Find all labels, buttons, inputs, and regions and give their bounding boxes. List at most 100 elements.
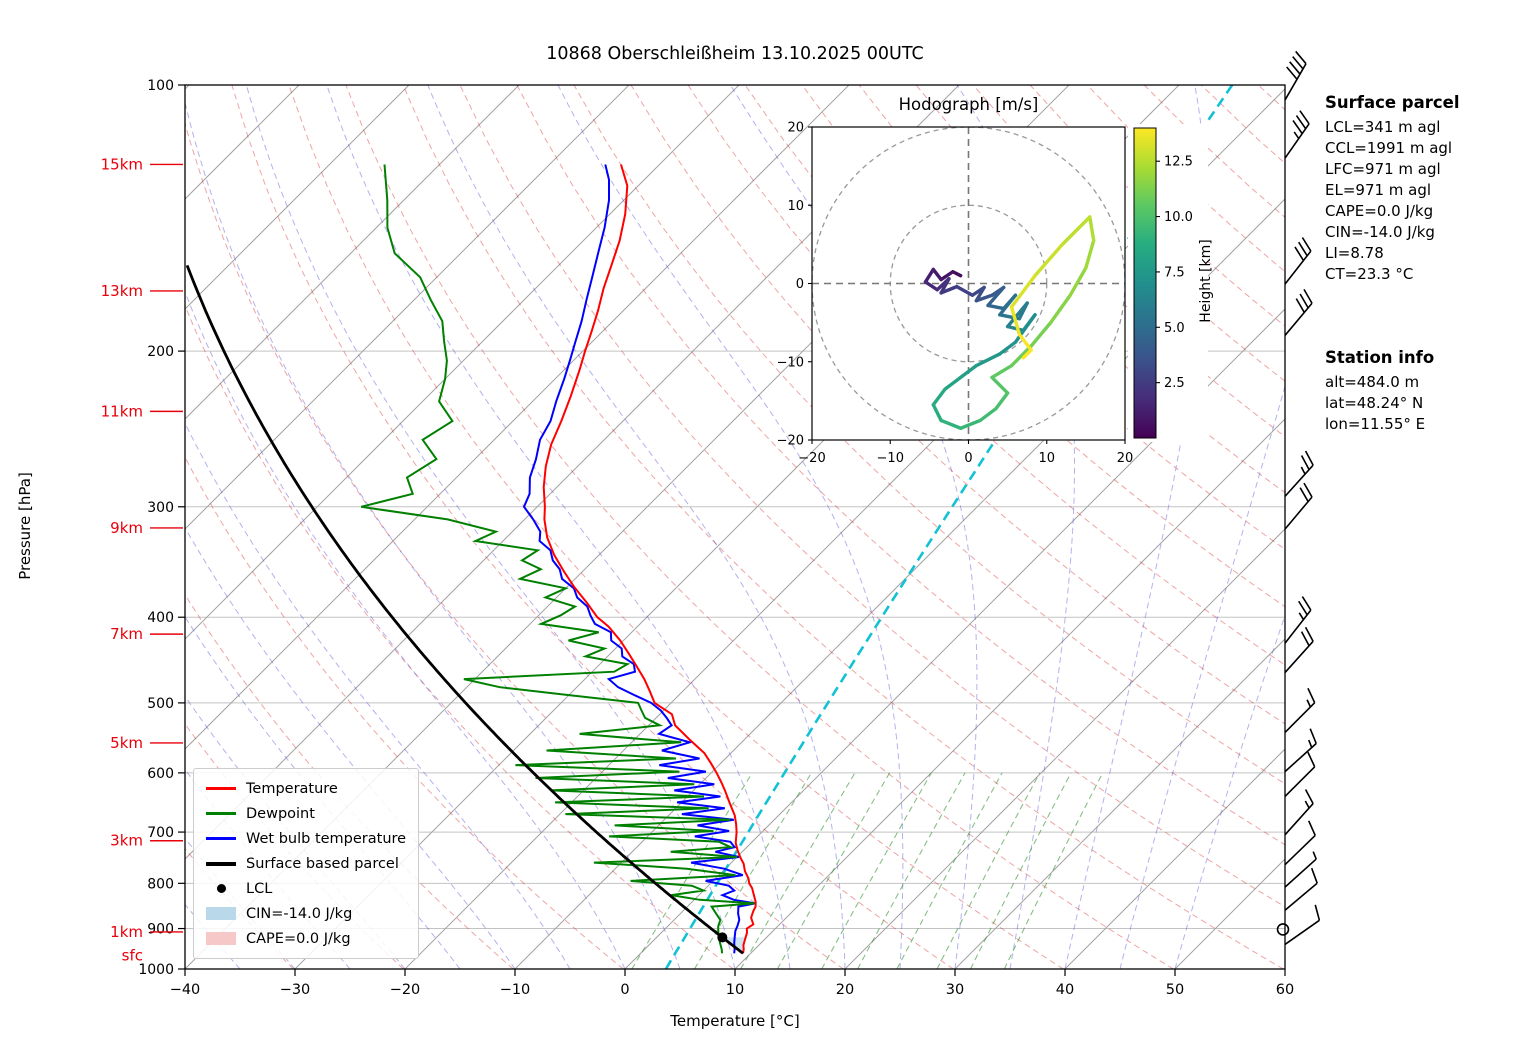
- pressure-tick-label: 600: [147, 766, 174, 782]
- moist-adiabat-line: [427, 85, 846, 969]
- pressure-tick-label: 400: [147, 610, 174, 626]
- dry-adiabat-line: [185, 120, 844, 969]
- y-axis-label: Pressure [hPa]: [16, 472, 34, 580]
- temperature-tick-label: 50: [1166, 982, 1184, 998]
- parcel-curve: [185, 264, 744, 955]
- wind-barb-staff: [1284, 464, 1314, 497]
- temperature-tick-label: −20: [390, 982, 421, 998]
- hodograph-trace-segment: [990, 375, 1010, 395]
- lcl-marker: [717, 932, 728, 943]
- mixing-ratio-line: [857, 772, 966, 969]
- moist-adiabat-line: [185, 421, 571, 969]
- mixing-ratio-line: [776, 772, 891, 969]
- km-tick-label: 3km: [110, 832, 143, 850]
- hodograph-trace-segment: [1021, 348, 1033, 360]
- wind-barb-feather: [1292, 120, 1303, 135]
- wind-barb-feather: [1298, 600, 1308, 616]
- hodograph-trace-segment: [939, 284, 959, 295]
- hodograph-trace-segment: [923, 267, 935, 284]
- moist-adiabat-line: [185, 290, 626, 969]
- hodograph-trace-segment: [998, 340, 1018, 356]
- station-info-heading: Station info: [1325, 348, 1435, 367]
- mixing-ratio-line: [694, 772, 812, 969]
- pressure-tick-label: 900: [147, 922, 174, 938]
- hodograph-trace-segment: [994, 391, 1010, 411]
- km-tick-label: sfc: [122, 946, 143, 964]
- hodograph-trace-segment: [1084, 238, 1096, 270]
- hodograph-trace-segment: [1068, 266, 1088, 297]
- hodograph-trace-segment: [943, 375, 963, 391]
- wind-barb-feather: [1300, 455, 1310, 471]
- height-colorbar: [1133, 127, 1157, 439]
- temperature-tick-label: 60: [1276, 982, 1294, 998]
- hodograph-y-tick-label: −10: [777, 355, 804, 370]
- surface-parcel-panel: Surface parcel LCL=341 m agl CCL=1991 m …: [1325, 92, 1515, 285]
- km-tick-label: 5km: [110, 734, 143, 752]
- hodograph-trace-segment: [931, 403, 943, 423]
- hodograph-trace-segment: [998, 293, 1018, 317]
- legend-item-6: CAPE=0.0 J/kg: [206, 926, 406, 951]
- temperature-tick-label: 40: [1056, 982, 1074, 998]
- wind-barb-staff: [1284, 834, 1316, 866]
- legend-item-1: Dewpoint: [206, 801, 406, 826]
- wind-barb-feather: [1301, 237, 1312, 252]
- station-line-lon: lon=11.55° E: [1325, 415, 1426, 433]
- mixing-ratio-line: [740, 772, 856, 969]
- hodograph-trace-segment: [974, 352, 1002, 368]
- wind-barb-staff: [1284, 250, 1312, 285]
- wind-barb-feather: [1295, 50, 1307, 65]
- wind-barb-half-feather: [1304, 800, 1310, 809]
- mixing-ratio-line: [1003, 772, 1104, 969]
- pressure-tick-label: 1000: [138, 962, 174, 978]
- parcel-line-cape: CAPE=0.0 J/kg: [1325, 202, 1434, 220]
- legend-label: CAPE=0.0 J/kg: [246, 930, 351, 947]
- calm-wind-marker: [1276, 923, 1290, 936]
- hodograph-trace-segment: [955, 284, 975, 297]
- colorbar-tick-label: 12.5: [1164, 155, 1193, 170]
- mixing-ratio-line: [631, 772, 753, 969]
- wind-barb-staff: [1284, 302, 1313, 336]
- parcel-line-li: LI=8.78: [1325, 244, 1384, 262]
- hodograph-trace-segment: [939, 418, 963, 430]
- dry-adiabat-line: [402, 85, 1284, 969]
- dry-adiabat-line: [231, 85, 954, 969]
- legend-item-3: Surface based parcel: [206, 851, 406, 876]
- dry-adiabat-line: [185, 304, 734, 969]
- hodograph-trace-segment: [1013, 313, 1037, 344]
- moist-adiabat-line: [326, 85, 791, 969]
- wind-barb-feather: [1301, 596, 1312, 611]
- station-info-panel: Station info alt=484.0 m lat=48.24° N lo…: [1325, 347, 1515, 435]
- legend-item-2: Wet bulb temperature: [206, 826, 406, 851]
- wind-barb-feather: [1295, 115, 1307, 130]
- hodograph-x-tick-label: 10: [1038, 451, 1055, 466]
- mixing-ratio-line: [821, 772, 932, 969]
- page-title: 10868 Oberschleißheim 13.10.2025 00UTC: [546, 44, 924, 64]
- hodograph-trace-segment: [1009, 273, 1037, 309]
- pressure-tick-label: 200: [147, 344, 174, 360]
- legend-label: Temperature: [246, 780, 338, 797]
- hodograph-inset: −20 −20 −10 −10 0 0 10 10 20 20 2.5 5.0 7.5 10.0 12.5: [777, 121, 1208, 466]
- wind-barb-staff: [1284, 803, 1314, 836]
- moist-adiabat-line: [185, 100, 681, 969]
- mixing-ratio-line: [936, 772, 1041, 969]
- isotherm-line: [185, 85, 630, 530]
- hodograph-trace-segment: [1009, 305, 1022, 337]
- hodograph-trace-segment: [1060, 215, 1092, 247]
- isotherm-line: [185, 85, 520, 420]
- wetbulb-curve: [522, 164, 756, 954]
- wind-barb-half-feather: [1306, 699, 1312, 708]
- hodograph-trace-segment: [1033, 242, 1065, 278]
- colorbar-tick-label: 10.0: [1164, 210, 1193, 225]
- moist-adiabat-line: [185, 526, 516, 969]
- hodograph-x-tick-label: −10: [877, 451, 904, 466]
- pressure-tick-label: 300: [147, 500, 174, 516]
- station-line-alt: alt=484.0 m: [1325, 373, 1420, 391]
- legend-item-4: LCL: [206, 876, 406, 901]
- isotherm-line: [624, 308, 1285, 969]
- isotherm-line: [185, 85, 410, 310]
- parcel-line-cin: CIN=-14.0 J/kg: [1325, 223, 1435, 241]
- wind-barb-feather: [1295, 298, 1305, 313]
- wind-barb-half-feather: [1293, 131, 1300, 139]
- hodograph-trace-segment: [1048, 293, 1072, 325]
